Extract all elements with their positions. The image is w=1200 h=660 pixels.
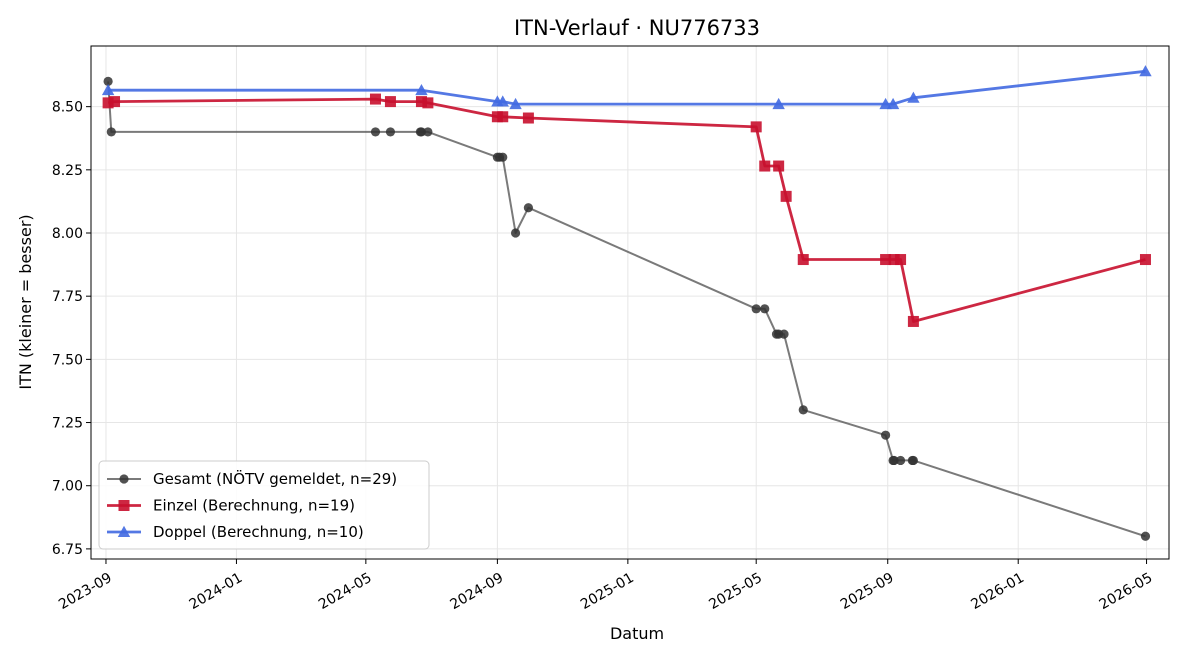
data-point [415, 84, 428, 96]
data-point [510, 228, 521, 238]
data-point [102, 97, 114, 109]
y-axis-label: ITN (kleiner = besser) [16, 214, 35, 389]
data-point [415, 96, 427, 108]
data-point [103, 76, 113, 86]
series [101, 65, 1152, 541]
data-point [780, 190, 792, 202]
data-point [369, 93, 381, 105]
y-tick-label: 7.75 [52, 289, 83, 305]
data-point [880, 430, 891, 440]
legend-marker [118, 500, 130, 511]
data-point [106, 127, 116, 137]
series-1 [103, 76, 1151, 541]
data-point [523, 203, 534, 213]
data-point [798, 405, 808, 415]
plot-frame [90, 45, 1170, 560]
series-2 [102, 93, 1151, 327]
legend-label: Gesamt (NÖTV gemeldet, n=29) [153, 469, 397, 488]
y-tick-label: 7.50 [52, 352, 83, 368]
x-axis-label: Datum [610, 624, 664, 643]
data-point [773, 160, 785, 172]
data-point [423, 127, 433, 137]
data-point [888, 254, 900, 266]
data-point [109, 96, 121, 108]
data-point [497, 111, 509, 123]
data-point [416, 127, 427, 137]
legend-marker [119, 474, 129, 484]
data-point [895, 254, 907, 266]
data-point [886, 97, 900, 110]
y-tick-label: 8.25 [52, 163, 83, 179]
data-point [880, 254, 892, 266]
data-point [889, 455, 899, 466]
data-point [385, 127, 396, 137]
series-line [108, 69, 1146, 106]
y-tick-label: 7.25 [52, 416, 83, 432]
data-point [384, 96, 396, 108]
data-point [496, 95, 509, 107]
data-point [1140, 531, 1151, 541]
y-tick-label: 6.75 [52, 542, 83, 558]
legend-marker [117, 525, 131, 537]
data-point [370, 127, 381, 137]
data-point [522, 112, 534, 124]
data-point [907, 315, 919, 327]
data-point [498, 152, 508, 162]
data-point [797, 254, 809, 266]
legend-box [98, 460, 430, 550]
legend-label: Doppel (Berechnung, n=10) [153, 523, 364, 541]
data-point [760, 304, 770, 314]
data-point [895, 455, 906, 466]
y-tick-label: 8.50 [52, 100, 83, 116]
y-tick-label: 7.00 [52, 479, 83, 495]
data-point [101, 84, 115, 96]
chart-title: ITN-Verlauf · NU776733 [514, 16, 760, 40]
legend-label: Einzel (Berechnung, n=19) [153, 497, 355, 515]
data-point [1139, 65, 1152, 77]
data-point [759, 160, 771, 172]
data-point [779, 329, 789, 339]
data-point [422, 97, 434, 109]
data-point [751, 304, 761, 314]
series-3 [101, 65, 1152, 110]
data-point [1139, 254, 1151, 266]
data-point [509, 97, 522, 110]
legend: Gesamt (NÖTV gemeldet, n=29) Einzel (Bere… [98, 460, 430, 550]
data-point [907, 91, 920, 103]
y-tick-label: 8.00 [52, 226, 83, 242]
data-point [772, 97, 785, 110]
data-point [750, 121, 762, 133]
data-point [908, 455, 919, 466]
